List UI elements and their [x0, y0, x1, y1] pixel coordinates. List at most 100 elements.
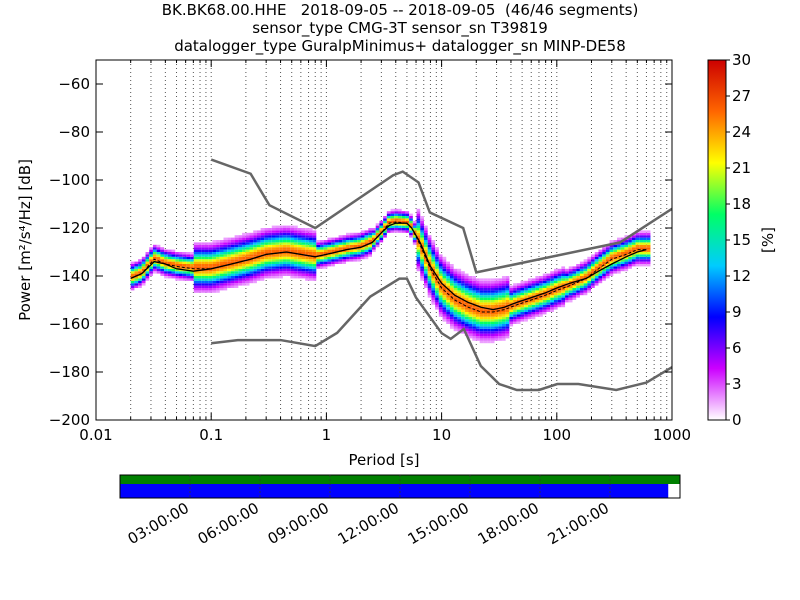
heatmap-cell [423, 283, 428, 286]
heatmap-cell [535, 280, 540, 284]
heatmap-cell [509, 288, 514, 291]
heatmap-cell [620, 259, 625, 262]
heatmap-cell [446, 314, 450, 317]
heatmap-cell [201, 259, 205, 262]
heatmap-cell [591, 259, 595, 262]
colorbar-tick-label: 30 [732, 51, 751, 69]
heatmap-cell [643, 264, 647, 267]
heatmap-cell [238, 261, 243, 264]
heatmap-cell [368, 254, 372, 257]
heatmap-cell [186, 259, 191, 262]
heatmap-cell [583, 266, 588, 269]
heatmap-cell [498, 336, 502, 339]
heatmap-cell [483, 312, 488, 315]
heatmap-cell [438, 283, 443, 286]
heatmap-cell [553, 280, 558, 284]
heatmap-cell [624, 252, 629, 255]
heatmap-cell [591, 280, 595, 284]
heatmap-cell [431, 244, 436, 248]
heatmap-cell [464, 324, 469, 327]
heatmap-cell [134, 266, 139, 269]
heatmap-cell [423, 266, 428, 269]
heatmap-cell [349, 256, 354, 260]
heatmap-cell [561, 300, 566, 303]
heatmap-cell [435, 283, 439, 286]
heatmap-cell [420, 256, 424, 260]
heatmap-cell [579, 276, 584, 279]
heatmap-cell [368, 230, 372, 233]
heatmap-cell [312, 278, 317, 281]
heatmap-cell [279, 228, 283, 231]
heatmap-cell [631, 242, 636, 245]
heatmap-cell [245, 261, 250, 264]
heatmap-cell [472, 316, 476, 320]
heatmap-cell [297, 276, 302, 279]
heatmap-cell [442, 309, 447, 312]
heatmap-cell [379, 223, 384, 226]
heatmap-cell [245, 283, 250, 286]
heatmap-cell [598, 261, 603, 264]
heatmap-cell [509, 321, 514, 324]
heatmap-cell [223, 276, 228, 279]
heatmap-cell [423, 264, 428, 267]
heatmap-cell [186, 252, 191, 255]
heatmap-cell [383, 232, 387, 236]
heatmap-cell [216, 264, 220, 267]
heatmap-cell [360, 232, 365, 236]
heatmap-cell [635, 254, 640, 257]
heatmap-cell [379, 235, 384, 238]
heatmap-cell [553, 288, 558, 291]
heatmap-cell [275, 266, 280, 269]
heatmap-cell [405, 211, 410, 214]
heatmap-cell [216, 240, 220, 243]
heatmap-cell [509, 314, 514, 317]
heatmap-cell [487, 340, 491, 344]
heatmap-cell [256, 268, 261, 272]
heatmap-cell [260, 240, 265, 243]
heatmap-cell [360, 247, 365, 250]
heatmap-cell [501, 302, 506, 305]
heatmap-cell [472, 276, 476, 279]
heatmap-cell [134, 280, 139, 284]
heatmap-cell [501, 319, 506, 322]
heatmap-cell [539, 304, 543, 308]
heatmap-cell [420, 225, 424, 228]
heatmap-cell [238, 271, 243, 274]
heatmap-cell [498, 314, 502, 317]
x-tick-label: 10 [432, 426, 451, 444]
noise-model-nlnm [211, 277, 672, 392]
heatmap-cell [520, 290, 525, 293]
heatmap-cell [624, 256, 629, 260]
heatmap-cell [227, 271, 231, 274]
heatmap-cell [461, 283, 465, 286]
heatmap-cell [483, 304, 488, 308]
heatmap-cell [420, 232, 424, 236]
heatmap-cell [301, 264, 306, 267]
heatmap-cell [605, 266, 610, 269]
heatmap-cell [602, 247, 606, 250]
heatmap-cell [542, 280, 547, 284]
heatmap-cell [193, 259, 198, 262]
heatmap-cell [598, 249, 603, 252]
heatmap-cell [542, 309, 547, 312]
heatmap-cell [178, 252, 183, 255]
heatmap-cell [598, 278, 603, 281]
heatmap-cell [227, 276, 231, 279]
heatmap-cell [145, 271, 150, 274]
heatmap-cell [305, 266, 309, 269]
heatmap-cell [390, 211, 395, 214]
heatmap-cell [342, 237, 347, 240]
heatmap-cell [494, 278, 499, 281]
heatmap-cell [312, 244, 317, 248]
heatmap-cell [297, 268, 302, 272]
heatmap-cell [201, 264, 205, 267]
heatmap-cell [301, 276, 306, 279]
heatmap-cell [457, 312, 462, 315]
heatmap-cell [568, 271, 573, 274]
heatmap-cell [513, 292, 517, 296]
heatmap-cell [557, 283, 562, 286]
heatmap-cell [427, 271, 432, 274]
heatmap-cell [598, 254, 603, 257]
heatmap-cell [397, 223, 402, 226]
heatmap-cell [490, 285, 495, 288]
